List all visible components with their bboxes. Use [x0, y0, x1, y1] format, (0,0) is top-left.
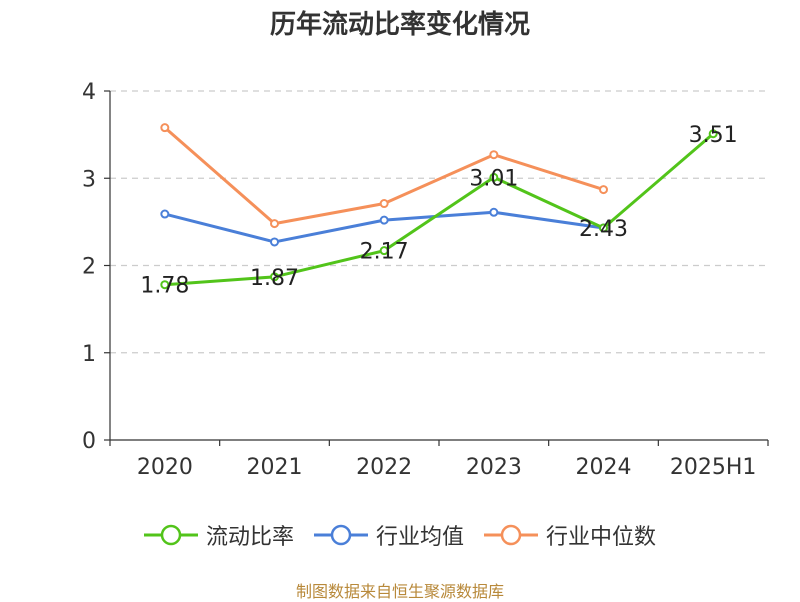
- data-label: 3.51: [689, 123, 738, 148]
- legend-swatch: [484, 524, 538, 546]
- legend-swatch: [143, 524, 198, 546]
- legend-marker: [160, 524, 182, 546]
- data-point: [489, 172, 499, 182]
- y-tick-label: 0: [82, 429, 96, 454]
- data-label: 1.87: [250, 266, 299, 291]
- data-point: [270, 272, 279, 282]
- grid-lines: [110, 90, 768, 354]
- legend-item[interactable]: 行业均值: [313, 519, 464, 551]
- legend-marker: [500, 524, 522, 546]
- x-tick-label: 2024: [576, 455, 632, 480]
- data-point: [270, 237, 279, 247]
- data-point: [160, 209, 170, 219]
- legend-label: 行业中位数: [546, 525, 657, 550]
- data-point: [489, 207, 499, 217]
- data-point: [270, 219, 279, 229]
- data-point: [379, 246, 389, 256]
- data-labels: 1.78 1.87 2.17 3.01 2.43 3.51: [140, 123, 737, 299]
- legend-marker: [330, 524, 352, 546]
- data-label: 1.78: [140, 274, 189, 299]
- data-point: [599, 185, 608, 195]
- legend: 流动比率 行业均值 行业中位数: [0, 519, 800, 551]
- data-label: 3.01: [469, 166, 518, 191]
- axes: 0 1 2 3 4 2020 2021 2022 2023 2024 2025H1: [82, 80, 769, 480]
- x-tick-label: 2022: [356, 455, 412, 480]
- data-point: [379, 215, 389, 225]
- legend-label: 流动比率: [205, 525, 294, 550]
- data-point: [599, 223, 608, 233]
- data-point: [379, 199, 389, 209]
- legend-item[interactable]: 行业中位数: [484, 519, 656, 551]
- chart-title: 历年流动比率变化情况: [269, 10, 530, 40]
- legend-swatch: [313, 524, 368, 546]
- x-tick-label: 2021: [247, 455, 303, 480]
- y-tick-label: 2: [82, 255, 96, 280]
- legend-item[interactable]: 流动比率: [143, 519, 294, 551]
- y-tick-label: 1: [82, 342, 96, 367]
- data-point: [160, 280, 170, 290]
- data-point: [489, 150, 499, 160]
- data-label: 2.43: [579, 217, 628, 242]
- series-line-2: [163, 126, 604, 226]
- x-tick-label: 2023: [466, 455, 522, 480]
- y-tick-label: 4: [82, 80, 96, 105]
- data-point: [708, 129, 718, 139]
- series-lines: [160, 123, 718, 290]
- legend-label: 行业均值: [375, 525, 464, 550]
- y-tick-label: 3: [82, 167, 96, 192]
- source-note: 制图数据来自恒生聚源数据库: [295, 582, 504, 601]
- data-point: [160, 123, 170, 133]
- x-tick-label: 2025H1: [670, 455, 757, 480]
- data-label: 2.17: [360, 240, 409, 265]
- series-line-0: [164, 132, 715, 287]
- x-tick-label: 2020: [137, 455, 193, 480]
